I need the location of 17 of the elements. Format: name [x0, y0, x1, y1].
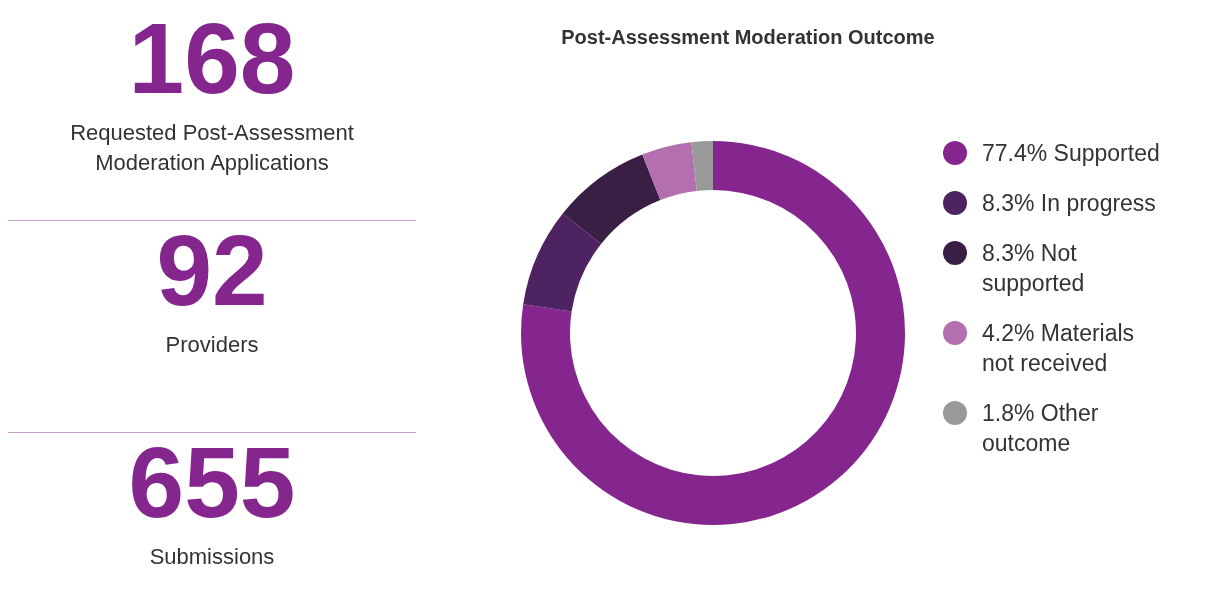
donut-slice — [562, 154, 661, 244]
text: 168 — [127, 2, 297, 114]
donut-slice — [523, 213, 602, 312]
legend-label: 8.3% Not supported — [982, 239, 1086, 298]
legend-label: 1.8% Other outcome — [982, 399, 1100, 458]
text: 655 — [127, 426, 297, 538]
donut-slice — [521, 141, 905, 525]
text: Providers — [164, 331, 260, 359]
chart-title: Post-Assessment Moderation Outcome — [560, 26, 936, 49]
donut-slice — [691, 141, 713, 191]
text: Submissions — [148, 543, 276, 571]
legend-label: 4.2% Materials not received — [982, 319, 1136, 378]
donut-slice — [642, 142, 697, 201]
legend-label: 8.3% In progress — [982, 189, 1157, 218]
text: 92 — [155, 214, 269, 326]
legend-label: 77.4% Supported — [982, 139, 1161, 168]
text: Requested Post-Assessment Moderation Applications — [69, 119, 355, 177]
